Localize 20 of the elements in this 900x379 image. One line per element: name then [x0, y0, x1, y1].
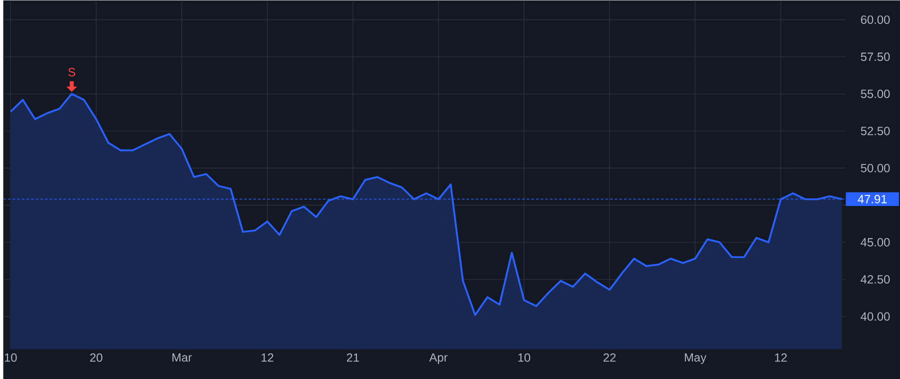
y-tick-label: 55.00 — [860, 90, 890, 98]
x-tick-label: 10 — [518, 353, 530, 362]
x-tick-label: May — [684, 353, 706, 364]
x-tick-label: 21 — [346, 353, 359, 362]
x-tick-label: 12 — [775, 353, 787, 362]
y-tick-label: 40.00 — [860, 312, 890, 321]
y-tick-label: 60.00 — [861, 15, 890, 24]
x-tick-label: 22 — [604, 353, 616, 362]
y-tick-label: 45.00 — [860, 238, 890, 247]
y-tick-label: 52.50 — [860, 126, 890, 136]
y-tick-label: 50.00 — [860, 164, 890, 172]
y-tick-label: 57.50 — [860, 52, 890, 62]
x-tick-label: Apr — [429, 353, 448, 364]
ref-line-label: 47.91 — [858, 194, 887, 204]
y-tick-label: 42.50 — [860, 275, 890, 284]
x-tick-label: Mar — [172, 353, 192, 362]
annotation: S — [68, 68, 76, 76]
x-tick-label: 20 — [90, 353, 102, 362]
x-tick-label: 10 — [4, 353, 17, 362]
x-tick-label: 12 — [262, 353, 274, 362]
